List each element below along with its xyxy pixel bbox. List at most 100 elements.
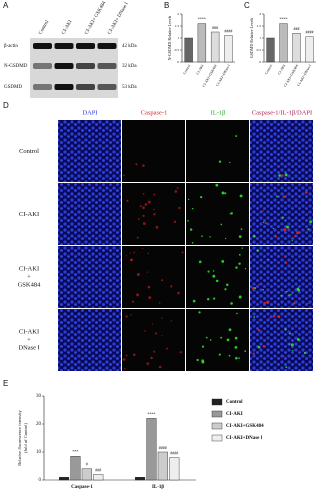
bar xyxy=(93,474,104,481)
blot-band xyxy=(54,63,74,69)
signal-dot xyxy=(141,247,144,249)
signal-dot xyxy=(213,297,216,300)
x-tick-label: Control xyxy=(264,64,273,75)
signal-dot xyxy=(274,235,277,238)
signal-dot xyxy=(288,343,291,345)
signal-dot xyxy=(305,191,308,194)
significance-label: # xyxy=(86,462,88,467)
signal-dot xyxy=(122,358,126,361)
signal-dot xyxy=(263,221,265,224)
signal-dot xyxy=(307,302,309,305)
signal-dot xyxy=(191,241,194,244)
significance-label: **** xyxy=(147,411,155,416)
signal-dot xyxy=(240,228,243,230)
signal-dot xyxy=(272,227,275,230)
signal-dot xyxy=(234,346,238,349)
signal-dot xyxy=(266,301,269,304)
signal-dot xyxy=(206,297,210,301)
signal-dot xyxy=(209,236,211,238)
signal-dot xyxy=(142,206,145,210)
x-tick-label: CI-AKI+DNase Ⅰ xyxy=(215,64,231,87)
blot-band xyxy=(97,43,117,49)
signal-dot xyxy=(238,262,241,265)
protein-label: N-GSDMD xyxy=(4,64,28,69)
bar xyxy=(169,457,180,481)
column-header: Caspase-1 xyxy=(141,109,168,116)
row-label: Control xyxy=(19,148,39,155)
protein-label: GSDMD xyxy=(4,85,22,90)
signal-dot xyxy=(230,302,233,305)
signal-dot xyxy=(139,205,142,208)
micrograph xyxy=(58,183,121,245)
row-label: CI-AKI + DNase Ⅰ xyxy=(18,329,39,352)
micrograph xyxy=(58,309,121,371)
signal-dot xyxy=(263,301,266,305)
signal-dot xyxy=(146,271,149,273)
signal-dot xyxy=(262,345,265,348)
signal-dot xyxy=(125,354,128,357)
signal-dot xyxy=(187,198,190,201)
signal-dot xyxy=(205,336,208,339)
signal-dot xyxy=(142,222,146,225)
signal-dot xyxy=(286,290,288,293)
signal-dot xyxy=(220,223,223,226)
legend-label: Control xyxy=(226,400,243,405)
signal-dot xyxy=(201,360,205,364)
signal-dot xyxy=(136,272,140,276)
legend-swatch xyxy=(211,434,223,442)
signal-dot xyxy=(165,347,168,350)
signal-dot xyxy=(228,354,231,357)
significance-label: **** xyxy=(280,17,288,22)
signal-dot xyxy=(230,212,233,215)
y-axis-label: GSDMD Relative Levels xyxy=(249,17,254,58)
signal-dot xyxy=(191,207,194,210)
bar xyxy=(279,23,288,63)
signal-dot xyxy=(147,200,151,204)
y-tick-label: 2 xyxy=(177,12,179,16)
micrograph xyxy=(186,309,249,371)
bar xyxy=(305,36,314,63)
column-header: IL-1β xyxy=(211,109,227,116)
y-axis-label: Relative fluorescence intensity xyxy=(17,410,22,466)
y-tick-label: 1.5 xyxy=(175,24,180,28)
y-tick-label: 0 xyxy=(259,60,261,64)
legend-swatch xyxy=(211,422,223,430)
signal-dot xyxy=(153,350,156,353)
signal-dot xyxy=(253,316,256,318)
signal-dot xyxy=(147,285,151,289)
signal-dot xyxy=(200,196,203,199)
signal-dot xyxy=(251,286,255,290)
signal-dot xyxy=(142,214,145,217)
blot-band xyxy=(97,63,117,69)
signal-dot xyxy=(207,270,210,273)
micrograph xyxy=(58,246,121,308)
micrograph xyxy=(250,120,313,182)
legend-swatch xyxy=(211,410,223,418)
size-label: 42 kDa xyxy=(122,44,137,49)
signal-dot xyxy=(161,317,163,319)
panel-letter: C xyxy=(244,1,250,10)
signal-dot xyxy=(239,194,243,198)
blot-band xyxy=(33,63,52,69)
signal-dot xyxy=(244,350,247,352)
signal-dot xyxy=(273,315,276,318)
signal-dot xyxy=(235,135,238,137)
x-tick-label: CI-AKI xyxy=(277,63,286,75)
signal-dot xyxy=(258,319,261,321)
signal-dot xyxy=(254,287,257,290)
signal-dot xyxy=(281,216,284,219)
y-axis-label: N-GSDMD Relative Levels xyxy=(167,15,172,60)
signal-dot xyxy=(137,218,140,220)
y-tick-label: 10 xyxy=(36,450,42,455)
signal-dot xyxy=(238,357,240,359)
micrograph xyxy=(186,246,249,308)
bar xyxy=(70,456,81,481)
y-tick-label: 1.5 xyxy=(257,24,262,28)
signal-dot xyxy=(144,203,148,206)
signal-dot xyxy=(224,288,227,291)
signal-dot xyxy=(123,174,125,177)
signal-dot xyxy=(288,294,290,296)
signal-dot xyxy=(170,320,173,322)
signal-dot xyxy=(173,220,177,224)
signal-dot xyxy=(148,296,152,300)
